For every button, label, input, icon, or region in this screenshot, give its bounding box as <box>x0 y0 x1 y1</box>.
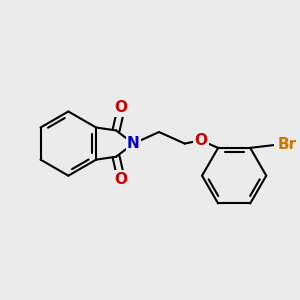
Text: N: N <box>127 136 140 151</box>
Text: Br: Br <box>277 137 296 152</box>
Text: O: O <box>115 100 128 116</box>
Text: O: O <box>115 172 128 187</box>
Text: O: O <box>194 133 207 148</box>
